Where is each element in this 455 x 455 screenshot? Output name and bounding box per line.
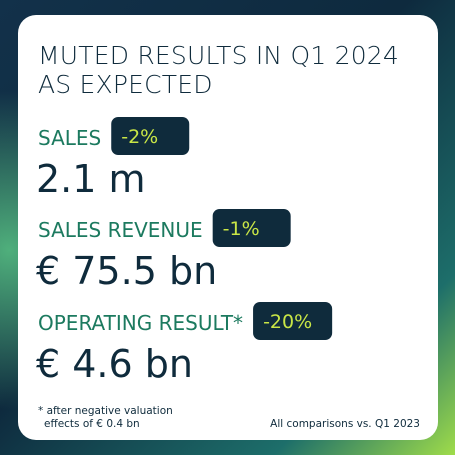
change-badge — [253, 302, 333, 340]
comparison-note: All comparisons vs. Q1 2023 — [270, 418, 420, 430]
metric-change: -2% — [121, 126, 158, 148]
metric-value: 2.1 m — [36, 157, 146, 201]
change-badge — [212, 209, 291, 247]
metric-value: € 75.5 bn — [36, 249, 217, 293]
metric-change: -1% — [223, 218, 260, 240]
metric-label: SALES REVENUE — [38, 218, 203, 242]
footnote: effects of € 0.4 bn — [44, 418, 140, 430]
title: MUTED RESULTS IN Q1 2024 — [38, 41, 399, 70]
metric-change: -20% — [263, 311, 312, 333]
metric-label: OPERATING RESULT* — [38, 311, 243, 335]
metric-value: € 4.6 bn — [36, 342, 193, 386]
footnote: * after negative valuation — [38, 405, 173, 417]
change-badge — [111, 117, 190, 155]
title: AS EXPECTED — [38, 70, 213, 99]
metric-label: SALES — [38, 126, 101, 150]
